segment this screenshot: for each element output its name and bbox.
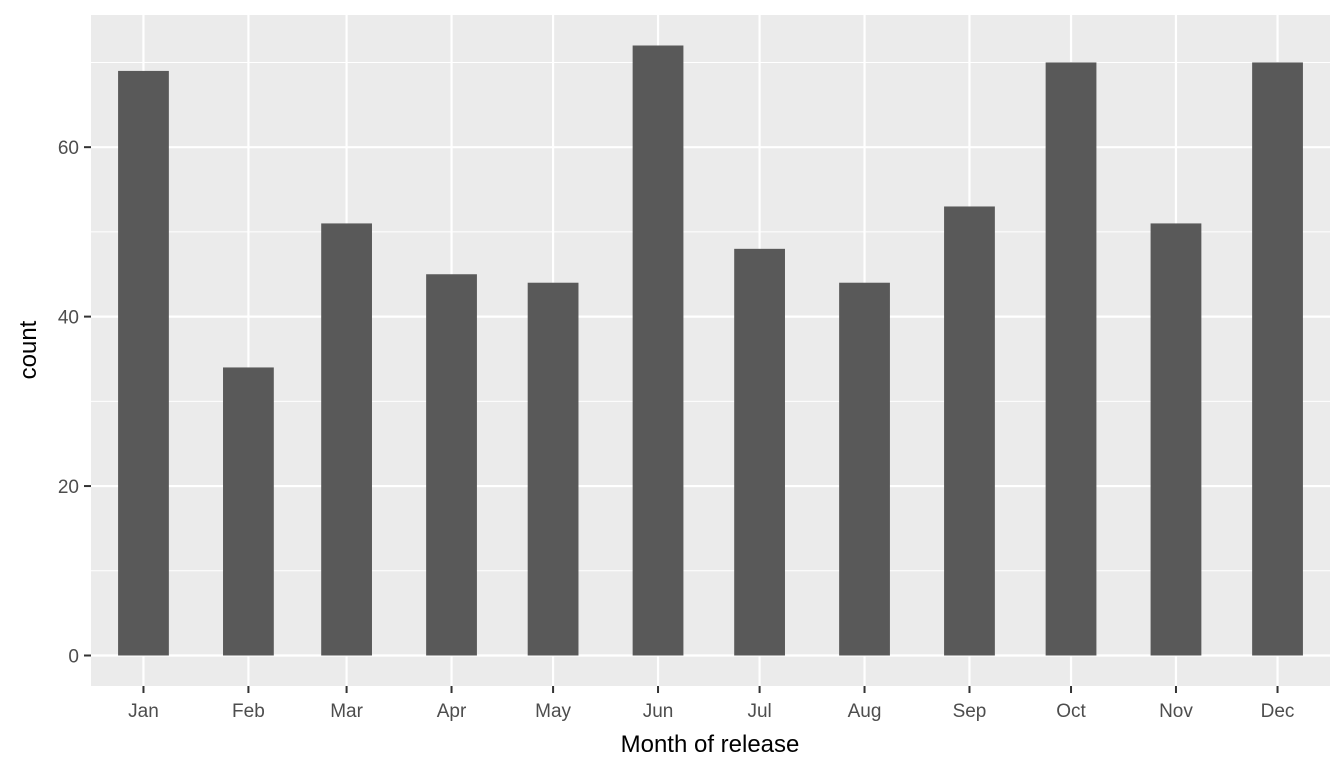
y-tick-label: 60 xyxy=(58,138,79,159)
y-tick-label: 0 xyxy=(68,647,79,668)
y-tick-label: 20 xyxy=(58,477,79,498)
bar-oct xyxy=(1045,62,1097,656)
bar-apr xyxy=(426,274,477,656)
bar-sep xyxy=(944,206,995,656)
x-tick-label: Jul xyxy=(747,701,771,722)
x-tick-label: Mar xyxy=(330,701,363,722)
x-tick-label: Sep xyxy=(953,701,987,722)
y-tick-label: 40 xyxy=(58,308,79,329)
x-tick-label: Dec xyxy=(1261,701,1295,722)
x-axis: Jan Feb Mar Apr May Jun Jul Aug Sep Oct Nov Dec xyxy=(128,686,1294,722)
minor-gridlines xyxy=(91,61,1330,572)
x-tick-label: May xyxy=(535,701,571,722)
x-tick-label: Jan xyxy=(128,701,159,722)
x-tick-label: Jun xyxy=(643,701,674,722)
panel-background xyxy=(91,15,1330,686)
x-axis-title: Month of release xyxy=(621,731,800,758)
x-tick-label: Apr xyxy=(437,701,467,722)
bar-nov xyxy=(1150,223,1202,656)
bar-aug xyxy=(839,282,890,656)
bar-may xyxy=(527,282,579,656)
bar-jun xyxy=(632,45,684,656)
bar-jul xyxy=(734,248,785,656)
x-tick-label: Oct xyxy=(1056,701,1086,722)
bars xyxy=(118,45,1303,656)
bar-mar xyxy=(321,223,372,656)
x-tick-label: Aug xyxy=(848,701,882,722)
y-axis: 0 20 40 60 xyxy=(58,138,91,668)
y-axis-title: count xyxy=(15,320,42,379)
bar-dec xyxy=(1252,62,1303,656)
x-tick-label: Nov xyxy=(1159,701,1193,722)
x-tick-label: Feb xyxy=(232,701,265,722)
bar-feb xyxy=(223,367,274,656)
bar-jan xyxy=(118,70,169,656)
